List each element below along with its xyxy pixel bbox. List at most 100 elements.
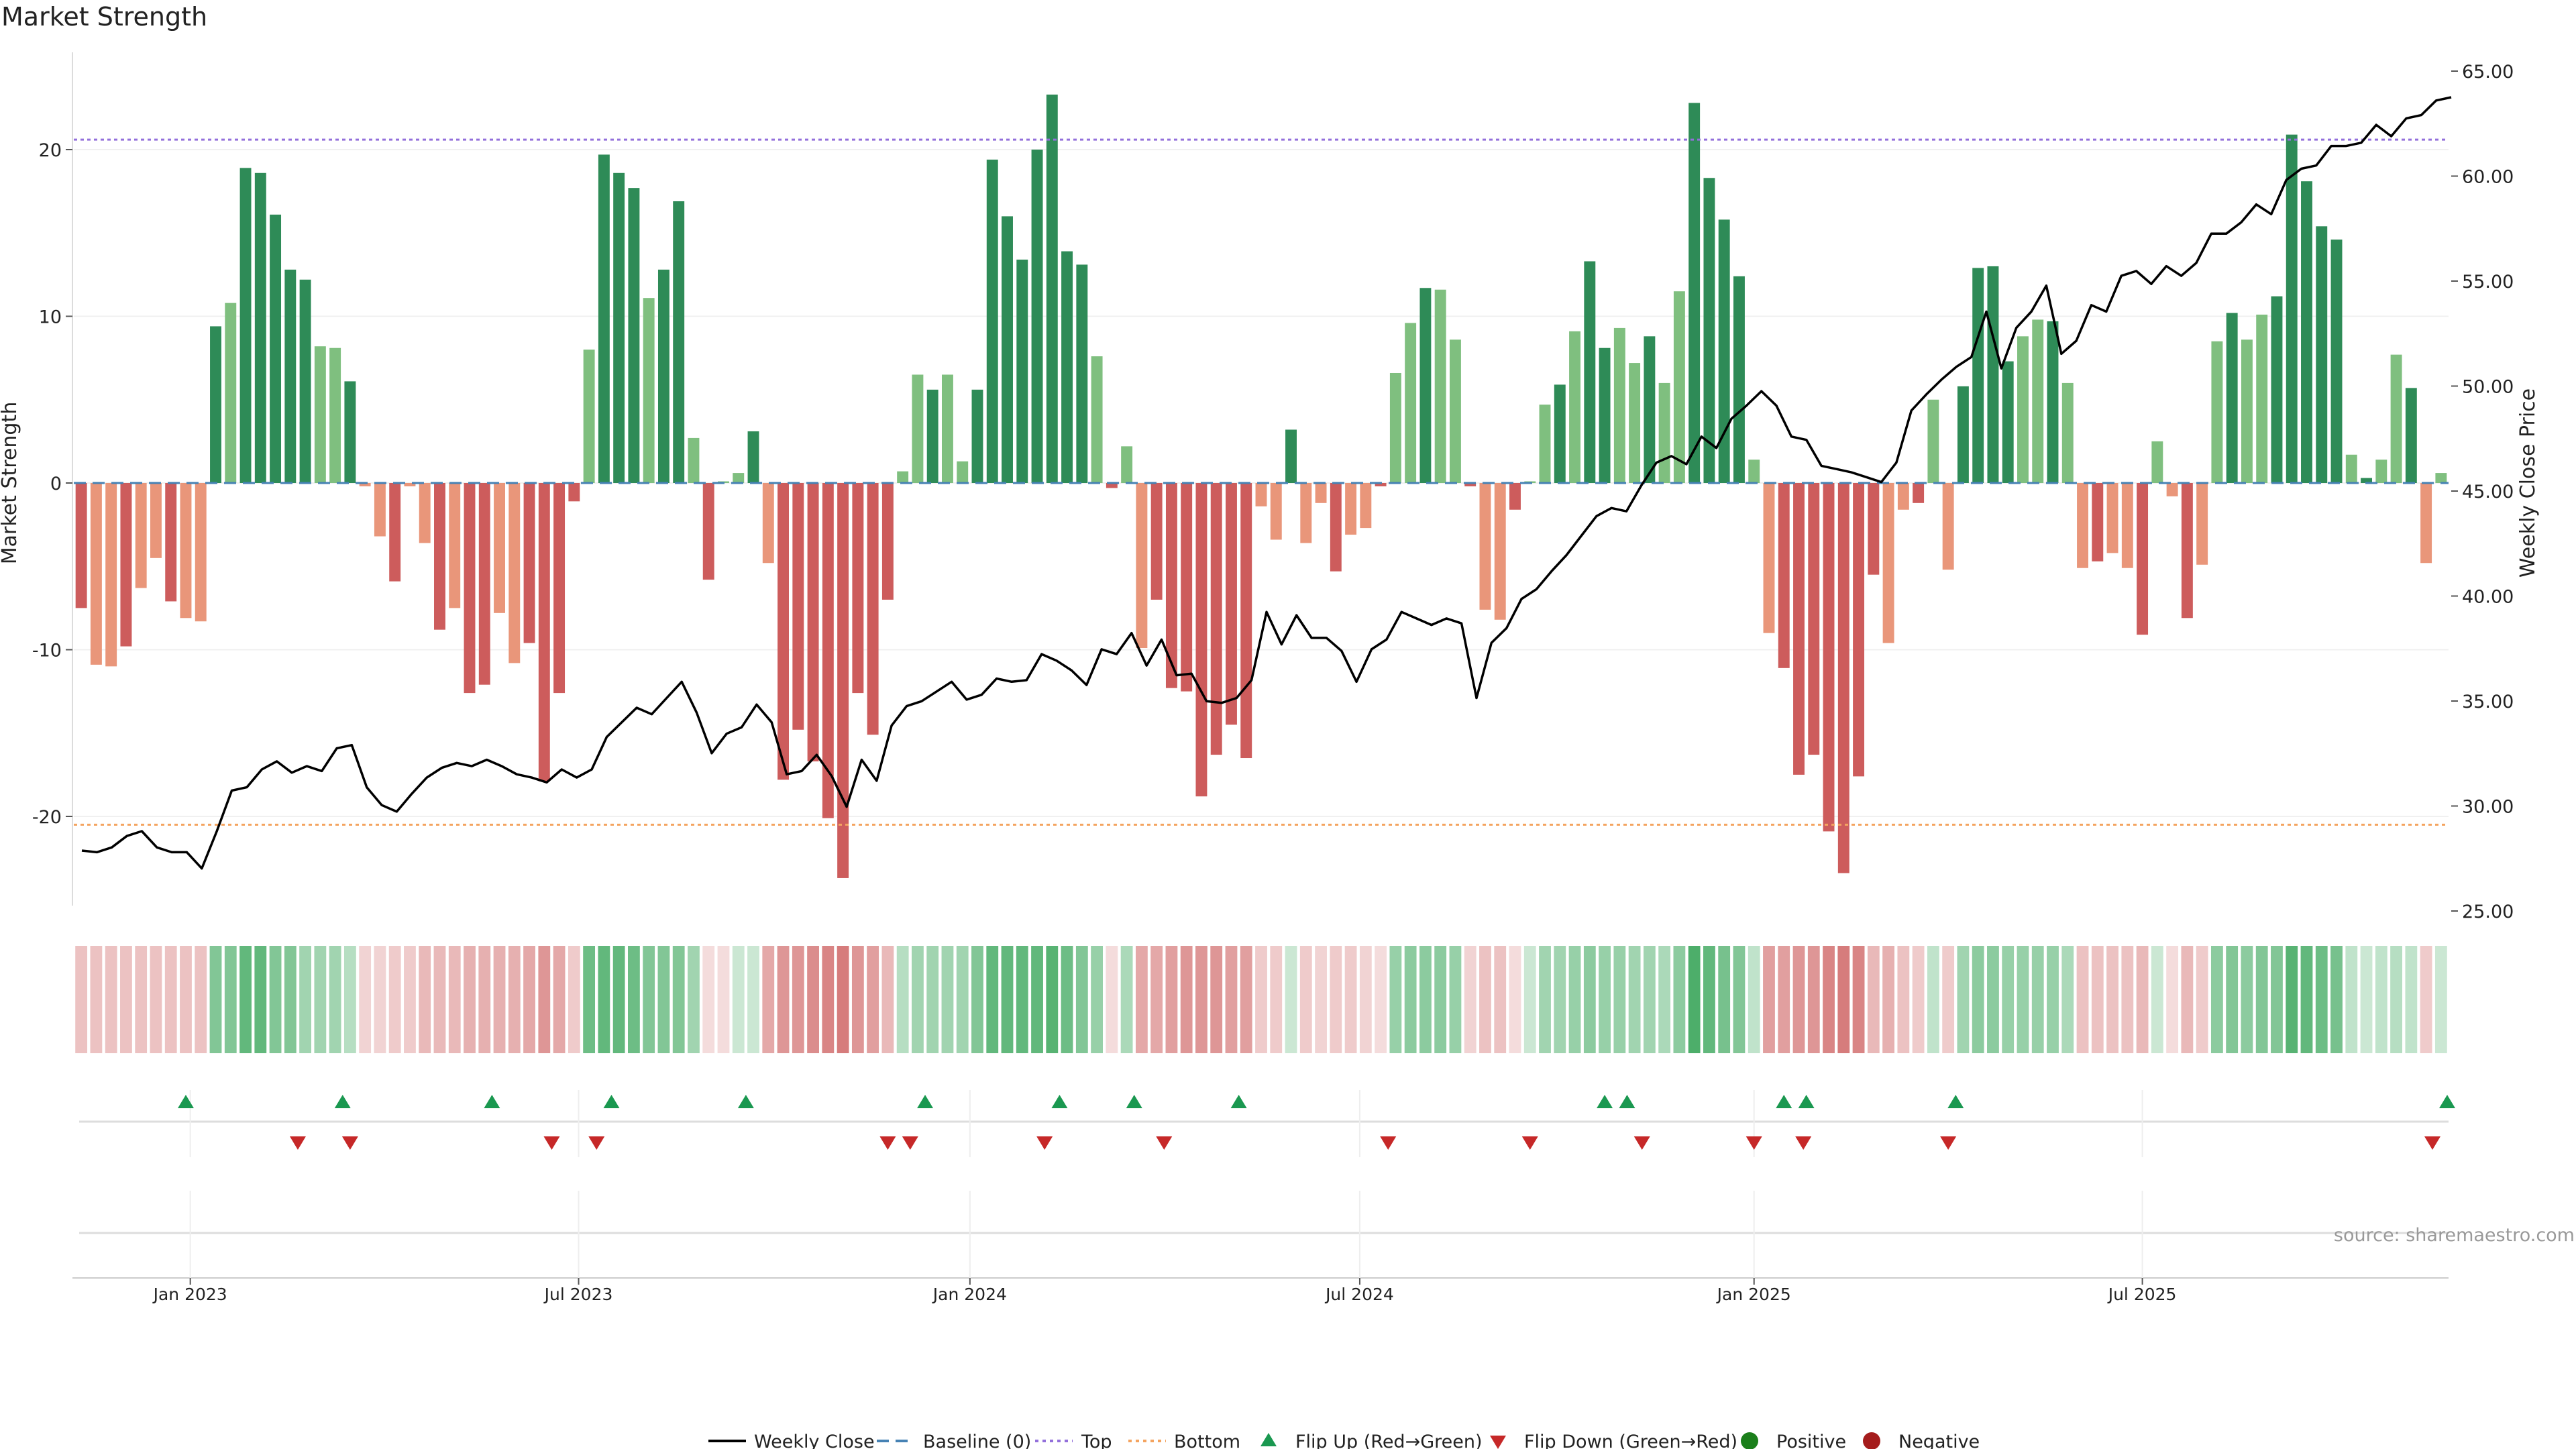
- heat-cell: [2181, 946, 2194, 1053]
- strength-bar: [2196, 483, 2208, 565]
- flip-up-marker: [2439, 1095, 2455, 1108]
- strength-bar: [2435, 473, 2447, 483]
- strength-bar: [374, 483, 386, 537]
- heat-cell: [1120, 946, 1133, 1053]
- heat-cell: [986, 946, 999, 1053]
- strength-bar: [449, 483, 461, 608]
- heat-cell: [2091, 946, 2104, 1053]
- heat-cell: [822, 946, 835, 1053]
- x-tick-label: Jan 2023: [152, 1285, 227, 1304]
- heat-cell: [224, 946, 237, 1053]
- right-tick-label: 25.00: [2462, 902, 2514, 922]
- heat-cell: [1763, 946, 1775, 1053]
- legend-flip-down: Flip Down (Green→Red): [1524, 1432, 1737, 1449]
- x-tick-label: Jul 2023: [543, 1285, 613, 1304]
- strength-bar: [2286, 134, 2298, 483]
- strength-bar: [299, 279, 311, 483]
- strength-bar: [1226, 483, 1237, 725]
- heat-cell: [523, 946, 535, 1053]
- strength-bar: [105, 483, 117, 667]
- strength-bar: [1927, 399, 1939, 483]
- heat-cell: [1673, 946, 1686, 1053]
- strength-bar: [359, 483, 371, 486]
- heat-cell: [2434, 946, 2447, 1053]
- strength-bar: [2420, 483, 2432, 564]
- heat-cell: [792, 946, 804, 1053]
- strength-bar: [792, 483, 804, 730]
- strength-bar: [941, 374, 953, 483]
- strength-bar: [1554, 384, 1566, 483]
- heat-cell: [1897, 946, 1910, 1053]
- strength-bar: [2241, 339, 2253, 483]
- strength-bar: [837, 483, 849, 878]
- heat-cell: [1061, 946, 1073, 1053]
- strength-bar: [926, 389, 938, 483]
- strength-bar: [1076, 264, 1088, 483]
- heat-cell: [941, 946, 954, 1053]
- heat-cell: [209, 946, 222, 1053]
- heat-cell: [2375, 946, 2387, 1053]
- flip-down-marker: [1746, 1136, 1762, 1150]
- heat-cell: [464, 946, 476, 1053]
- strength-bar: [733, 473, 745, 483]
- heat-cell: [1375, 946, 1387, 1053]
- strength-bar: [1569, 331, 1581, 483]
- right-tick-label: 60.00: [2462, 167, 2514, 188]
- heat-cell: [1330, 946, 1342, 1053]
- heat-cell: [2211, 946, 2223, 1053]
- strength-bar: [523, 483, 535, 643]
- heat-cell: [598, 946, 610, 1053]
- flip-up-marker: [1947, 1095, 1964, 1108]
- strength-bar: [912, 374, 924, 483]
- flip-down-marker: [1940, 1136, 1957, 1150]
- strength-bar: [1360, 483, 1372, 529]
- strength-bar: [1315, 483, 1327, 503]
- heat-cell: [329, 946, 341, 1053]
- heat-cell: [657, 946, 670, 1053]
- x-tick-label: Jan 2024: [932, 1285, 1007, 1304]
- strength-bar: [881, 483, 894, 600]
- heat-cell: [2405, 946, 2418, 1053]
- heat-cell: [1091, 946, 1103, 1053]
- heat-cell: [2017, 946, 2029, 1053]
- heat-cell: [1165, 946, 1178, 1053]
- strength-bar: [1837, 483, 1849, 873]
- heat-cell: [2286, 946, 2298, 1053]
- strength-bar: [1046, 94, 1058, 483]
- strength-bar: [1763, 483, 1775, 633]
- heat-cell: [343, 946, 356, 1053]
- strength-bar: [1389, 372, 1401, 483]
- heat-cell: [2420, 946, 2432, 1053]
- heat-cell: [2330, 946, 2343, 1053]
- heat-cell: [195, 946, 207, 1053]
- strength-bar: [464, 483, 476, 694]
- heat-cell: [1509, 946, 1521, 1053]
- heat-cell: [732, 946, 745, 1053]
- heat-cell: [1404, 946, 1417, 1053]
- left-tick-label: -20: [32, 807, 62, 828]
- strength-bar: [1658, 382, 1670, 483]
- heat-cell: [105, 946, 117, 1053]
- legend-flip-down-icon: [1490, 1436, 1506, 1449]
- x-tick-label: Jul 2025: [2107, 1285, 2177, 1304]
- strength-bar: [389, 483, 401, 582]
- heat-cell: [688, 946, 700, 1053]
- strength-bar: [1479, 483, 1491, 610]
- heat-cell: [1180, 946, 1193, 1053]
- heat-cell: [2271, 946, 2283, 1053]
- strength-bar: [613, 172, 625, 483]
- heat-cell: [359, 946, 372, 1053]
- flip-down-marker: [1380, 1136, 1397, 1150]
- strength-bar: [135, 483, 147, 588]
- heat-cell: [1778, 946, 1790, 1053]
- flip-up-marker: [737, 1095, 754, 1108]
- strength-bar: [1270, 483, 1282, 540]
- strength-bar: [195, 483, 207, 622]
- heat-cell: [1867, 946, 1880, 1053]
- heat-cell: [1031, 946, 1043, 1053]
- heat-cell: [1464, 946, 1477, 1053]
- heat-cell: [1419, 946, 1432, 1053]
- strength-bar: [657, 269, 669, 483]
- strength-bar: [1181, 483, 1193, 692]
- heat-cell: [1225, 946, 1238, 1053]
